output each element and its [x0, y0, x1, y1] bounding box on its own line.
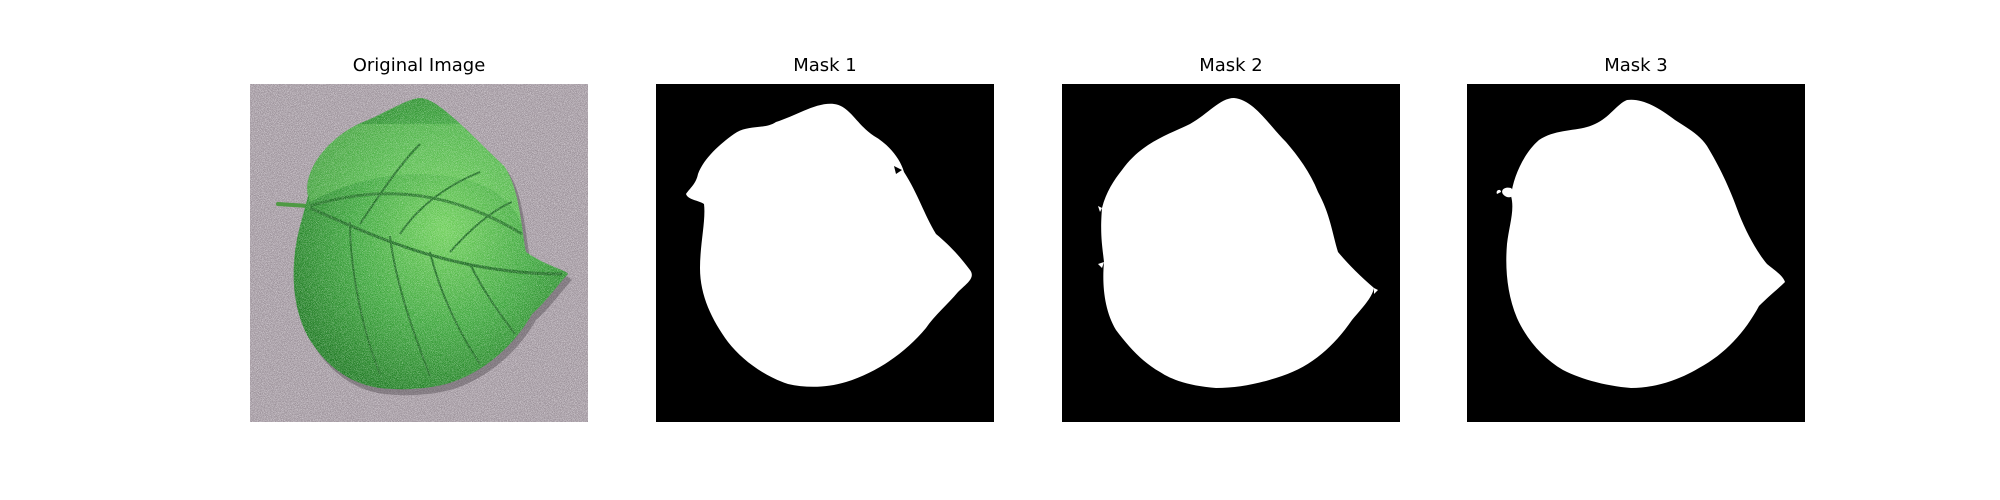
original-leaf-image	[250, 84, 588, 422]
panel-mask-2: Mask 2	[1062, 55, 1400, 422]
mask-3-image	[1467, 84, 1805, 422]
panel-title: Original Image	[352, 55, 486, 76]
panel-title: Mask 1	[793, 55, 857, 76]
mask-1-image	[656, 84, 994, 422]
panel-mask-1: Mask 1	[656, 55, 994, 422]
panel-title: Mask 2	[1199, 55, 1263, 76]
mask-2-image	[1062, 84, 1400, 422]
panel-mask-3: Mask 3	[1467, 55, 1805, 422]
panel-title: Mask 3	[1604, 55, 1668, 76]
panel-original-image: Original Image	[250, 55, 588, 422]
